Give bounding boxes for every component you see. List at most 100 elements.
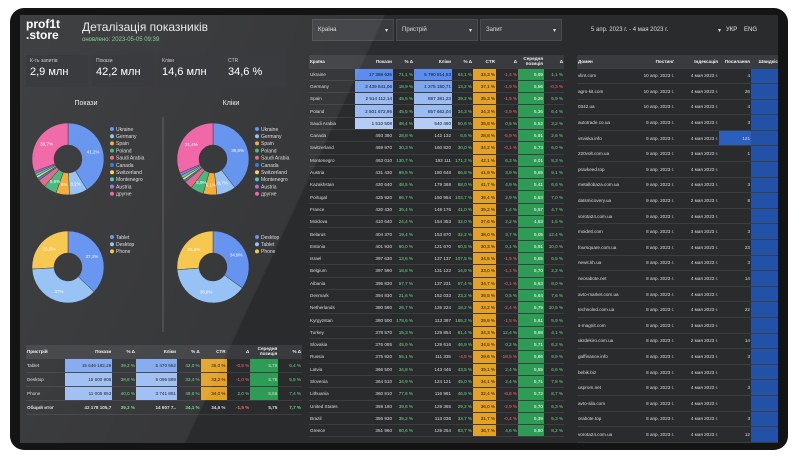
cell: 5,91 [518, 129, 544, 143]
cell: Montenegro [309, 154, 355, 167]
cell: 0342.ua [577, 99, 631, 116]
cell: 24 [751, 255, 778, 272]
cell: 1 510 508 [355, 117, 393, 130]
cell: 154 353 [414, 215, 452, 229]
column-header: CTR [473, 55, 496, 69]
cell: 394 830 [355, 289, 393, 303]
cell: -1,0 % [226, 372, 251, 387]
cell: 9 апр. 2023 г. [631, 130, 675, 147]
cell: 2 мая 2023 г. [675, 192, 719, 209]
legend-swatch [110, 155, 114, 160]
legend-label: Desktop [261, 235, 280, 241]
kpi-label: Покази [96, 58, 113, 64]
cell: 4 мая 2023 г. [675, 364, 719, 381]
cell: 9 апр. 2023 г. [631, 192, 675, 209]
row: Canada 493 380 28,8 % 142 132 6,6 % 28,8 % -5,… [309, 129, 564, 143]
date-filter[interactable]: 5 апр. 2023 г. - 4 мая 2023 г. ▾ [591, 27, 721, 34]
cell: 39,1 % [473, 363, 496, 376]
cell: 33,7 % [452, 412, 473, 426]
cell: 131 122 [414, 264, 452, 278]
cell: 165,2 % [452, 313, 473, 327]
cell: 364 510 [355, 375, 393, 389]
cell: 0,5 % [496, 289, 518, 303]
cell: 60,0 % [393, 240, 414, 253]
cell: -1,5 % [496, 252, 518, 266]
column-header: Кліки [135, 345, 177, 359]
cell: Lithuania [309, 387, 355, 401]
row: Belarus 404 370 19,4 % 153 870 32,2 % 38,0 % 3… [309, 227, 564, 241]
row: Greece 351 960 60,6 % 129 254 83,7 % 36,7 % 4,… [309, 424, 564, 438]
legend-label: Poland [261, 148, 277, 154]
cell: 38,8 % [112, 372, 136, 387]
cell: 121 [719, 130, 751, 147]
cell: 8 апр. 2023 г. [631, 301, 675, 318]
slice-label: 30,7% [40, 142, 53, 147]
cell: -2,4 % [496, 301, 518, 315]
column-header: Домен [577, 55, 631, 69]
cell: 24 [751, 161, 778, 178]
cell: 64,1 % [452, 68, 473, 81]
cell: Saudi Arabia [309, 117, 355, 130]
cell: 69,5 % [393, 166, 414, 180]
legend-swatch [255, 127, 259, 131]
legend-swatch [110, 235, 114, 239]
row: Phone 11 005 853 40,0 % 3 741 851 49,6 % 34,0… [26, 386, 302, 401]
cell: 37,6 % [473, 215, 496, 229]
cell: 5,57 [518, 203, 544, 217]
device-filter[interactable]: Пристрій ▾ [396, 19, 478, 41]
cell: 5,70 [518, 400, 544, 413]
row: Moldova 410 640 24,4 % 154 353 32,0 % 37,6 % 2… [309, 215, 564, 229]
cell: 71,1 % [393, 68, 414, 81]
lang-en[interactable]: ENG [744, 27, 758, 33]
cell: 9 апр. 2023 г. [631, 114, 675, 131]
cell: avto-sila.com [577, 395, 631, 412]
cell: Kazakhstan [309, 178, 355, 192]
cell: 5,75 [250, 400, 279, 415]
slice-label: 41,2% [87, 149, 100, 154]
cell: 6,2 % [544, 338, 564, 352]
cell: 4,83 [518, 215, 544, 229]
legend-swatch [255, 184, 259, 189]
legend-label: Saudi Arabia [261, 156, 290, 162]
cell: -1,5 % [496, 313, 518, 327]
legend-swatch [255, 141, 259, 146]
cell: 24 [751, 270, 778, 287]
cell: 25 [751, 130, 778, 147]
column-header: Середня позиція [518, 55, 544, 69]
column-header: % Δ [452, 55, 473, 69]
cell: 4 мая 2023 г. [675, 270, 719, 287]
cell: 25 [751, 239, 778, 256]
row: Kazakhstan 430 640 48,5 % 179 368 68,0 % 41,7… [309, 178, 564, 192]
kpi-card: Кліки 14,6 млн [158, 55, 220, 87]
cell: 30,3 % [393, 141, 414, 155]
cell: 5,99 [518, 68, 544, 81]
cell: 1 [719, 145, 751, 163]
row: ukrdekiro.com.ua 8 апр. 2023 г. 2 мая 2023… [577, 333, 778, 350]
lang-uk[interactable]: УКР [726, 27, 738, 33]
chart-title: Кліки [223, 99, 240, 107]
country-filter[interactable]: Країна ▾ [312, 19, 394, 41]
legend-label: Ukraine [261, 127, 278, 133]
cell: 113 397 [414, 313, 452, 327]
column-header: % Δ [176, 345, 201, 359]
cell: 5 470 552 [135, 358, 177, 373]
cell: 5,52 [518, 117, 544, 130]
column-header: Δ [544, 55, 564, 69]
query-filter[interactable]: Запит ▾ [480, 19, 562, 41]
cell: 24 [751, 83, 778, 100]
cell: 5 790 814,53 [414, 68, 452, 81]
cell: 35,4 % [393, 203, 414, 217]
cell: 5,5 % [278, 372, 302, 387]
cell: 12,4 % [496, 326, 518, 340]
row: avto-sila.com 8 апр. 2023 г. 4 мая 2023 г.… [577, 395, 778, 412]
cell: vorota24.com.ua [577, 426, 631, 443]
cell: 48,5 % [393, 178, 414, 192]
cell: 5,71 [518, 375, 544, 389]
cell: 4,7 % [544, 203, 564, 217]
legend-swatch [255, 242, 259, 247]
cell: 4 мая 2023 г. [675, 83, 719, 100]
cell: 366 500 [355, 363, 393, 376]
cell: 22 [719, 301, 751, 318]
